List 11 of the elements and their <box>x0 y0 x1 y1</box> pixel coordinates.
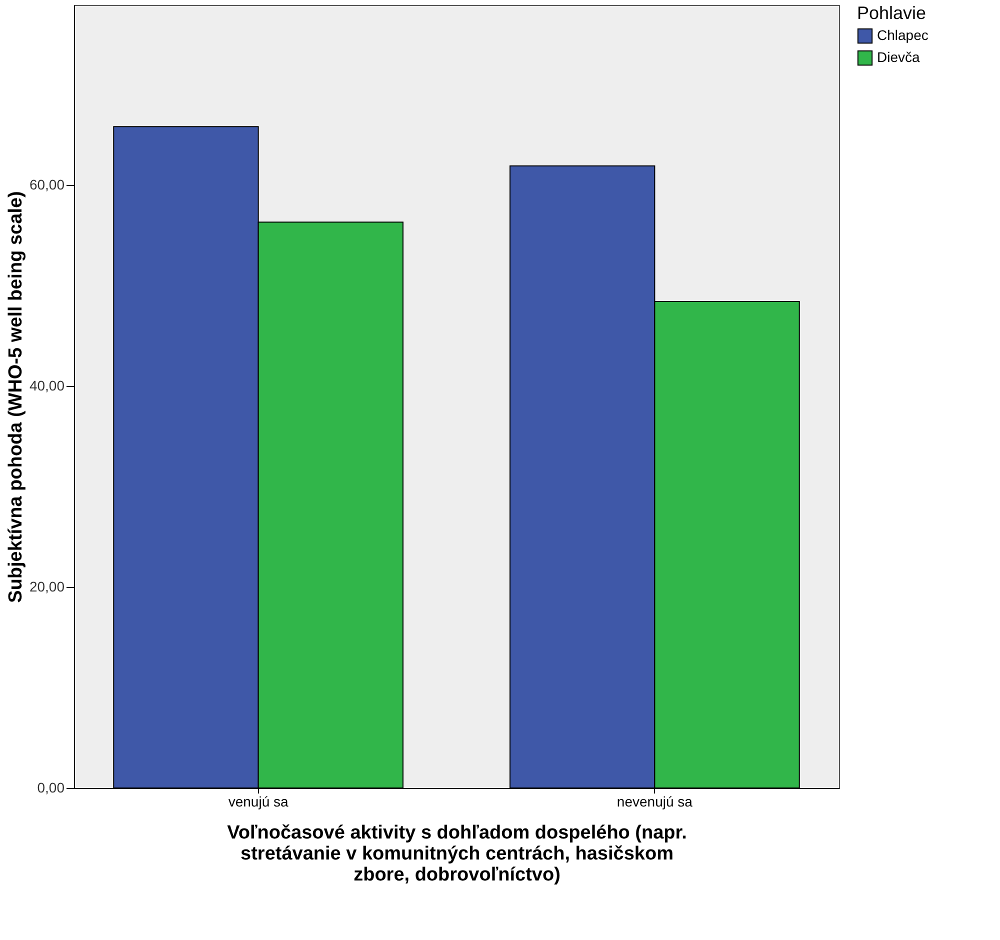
x-axis-title: Voľnočasové aktivity s dohľadom dospelého (napr. stretávanie v komunitných centrách, hasičskom zbore, dobrovoľníctvo) <box>227 822 687 886</box>
y-axis-title: Subjektívna pohoda (WHO-5 well being scale) <box>5 191 26 603</box>
x-tick-label: nevenujú sa <box>616 794 693 810</box>
y-tick-label: 20,00 <box>29 578 65 594</box>
y-tick-label: 60,00 <box>29 176 65 192</box>
legend-label: Dievča <box>877 49 920 65</box>
y-tick-label: 40,00 <box>29 377 65 394</box>
legend-label: Chlapec <box>877 27 928 43</box>
legend-title: Pohlavie <box>857 3 926 23</box>
x-tick-label: venujú sa <box>228 794 288 810</box>
y-tick-label: 0,00 <box>37 780 65 796</box>
